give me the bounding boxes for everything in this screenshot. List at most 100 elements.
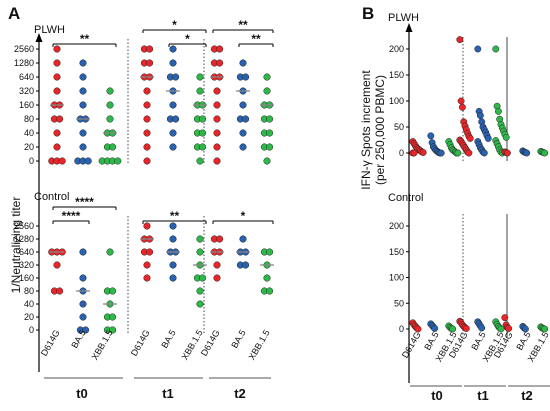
b-plwh-point-xbb15 — [502, 133, 510, 141]
a-control-point-xbb15 — [106, 248, 114, 256]
a-plwh-ytick-label: 320 — [19, 86, 34, 96]
b-xtick-label: BA.5 — [514, 330, 532, 352]
a-plwh-point-ba5 — [242, 115, 250, 123]
a-xtick-label: XBB.1.5 — [90, 328, 115, 362]
a-plwh-point-d614g — [58, 157, 66, 165]
a-control-point-d614g — [213, 261, 221, 269]
a-plwh-point-xbb15 — [196, 87, 204, 95]
a-plwh-point-d614g — [53, 73, 61, 81]
a-plwh-point-ba5 — [242, 73, 250, 81]
b-plwh-point-ba5 — [476, 112, 484, 120]
b-plwh-point-d614g — [503, 149, 511, 157]
a-plwh-point-d614g — [53, 129, 61, 137]
a-plwh-point-d614g — [143, 157, 151, 165]
b-control-point-d614g — [505, 325, 513, 332]
a-plwh-sig-label: * — [172, 18, 177, 32]
a-plwh-ytick-label: 20 — [24, 142, 34, 152]
a-plwh-point-d614g — [56, 115, 64, 123]
a-plwh-ytick-label: 1280 — [14, 58, 34, 68]
b-plwh-point-d614g — [466, 134, 474, 142]
a-plwh-point-xbb15 — [199, 129, 207, 137]
a-plwh-point-ba5 — [172, 73, 180, 81]
a-plwh-point-d614g — [53, 143, 61, 151]
a-control-point-xbb15 — [109, 326, 117, 334]
a-plwh-point-xbb15 — [263, 87, 271, 95]
a-plwh-point-d614g — [213, 143, 221, 151]
a-control-point-ba5 — [169, 274, 177, 282]
a-control-point-ba5 — [82, 326, 90, 334]
b-plwh-point-d614g — [410, 149, 418, 157]
b-timepoint-label: t1 — [477, 388, 489, 403]
a-control-point-xbb15 — [196, 235, 204, 243]
a-plwh-point-ba5 — [79, 73, 87, 81]
a-plwh-ytick-label: 40 — [24, 128, 34, 138]
a-plwh-point-d614g — [146, 45, 154, 53]
b-plwh-point-xbb15 — [494, 107, 502, 115]
a-control-point-xbb15 — [263, 274, 271, 282]
a-plwh-point-ba5 — [169, 59, 177, 67]
a-timepoint-label: t0 — [76, 386, 88, 401]
a-control-point-xbb15 — [109, 287, 117, 295]
panel-a-letter: A — [8, 4, 20, 23]
panel-a-group-plwh: PLWH — [34, 24, 65, 36]
b-plwh-point-ba5 — [437, 149, 445, 157]
a-control-point-d614g — [216, 235, 224, 243]
a-plwh-ytick-label: 80 — [24, 114, 34, 124]
a-control-point-d614g — [143, 222, 151, 230]
a-timepoint-label: t1 — [162, 386, 174, 401]
a-timepoint-label: t2 — [234, 386, 246, 401]
a-control-point-ba5 — [169, 235, 177, 243]
b-plwh-point-ba5 — [474, 45, 482, 53]
panel-a-ylabel: 1/Neutralizing titer — [9, 197, 23, 294]
a-plwh-point-ba5 — [79, 143, 87, 151]
a-plwh-ytick-label: 640 — [19, 72, 34, 82]
a-plwh-sig-label: ** — [251, 32, 261, 46]
a-plwh-point-d614g — [213, 87, 221, 95]
b-plwh-ytick-label: 50 — [394, 122, 404, 132]
a-control-point-ba5 — [79, 300, 87, 308]
a-plwh-point-ba5 — [239, 101, 247, 109]
b-control-point-ba5 — [431, 325, 439, 332]
a-plwh-point-d614g — [143, 101, 151, 109]
a-control-point-ba5 — [79, 274, 87, 282]
a-control-ytick-label: 20 — [24, 312, 34, 322]
a-control-point-ba5 — [169, 261, 177, 269]
a-control-point-ba5 — [79, 248, 87, 256]
b-plwh-ytick-label: 150 — [389, 70, 404, 80]
figure-static-layer: A B PLWH Control PLWH Control 1/Neutrali… — [8, 4, 423, 383]
a-plwh-point-d614g — [213, 101, 221, 109]
a-plwh-ytick-label: 2560 — [14, 44, 34, 54]
a-control-point-ba5 — [239, 235, 247, 243]
a-plwh-point-ba5 — [239, 143, 247, 151]
a-control-ytick-label: 1280 — [14, 234, 34, 244]
panel-b-group-plwh: PLWH — [388, 12, 419, 24]
a-control-point-xbb15 — [196, 300, 204, 308]
a-plwh-sig-label: ** — [238, 18, 248, 32]
a-control-point-xbb15 — [266, 287, 274, 295]
panel-b-letter: B — [362, 4, 374, 23]
a-plwh-point-ba5 — [169, 45, 177, 53]
b-xtick-label: D614G — [400, 330, 423, 360]
panel-b-ylabel-line2: (per 250,000 PBMC) — [373, 75, 387, 185]
a-plwh-point-ba5 — [79, 101, 87, 109]
a-plwh-point-d614g — [53, 87, 61, 95]
a-plwh-sig-label: ** — [80, 32, 90, 46]
b-timepoint-label: t2 — [521, 388, 533, 403]
b-plwh-point-xbb15 — [454, 149, 462, 157]
a-plwh-point-d614g — [213, 115, 221, 123]
b-control-point-d614g — [501, 314, 509, 322]
a-control-point-xbb15 — [109, 313, 117, 321]
a-control-sig-label: ** — [170, 209, 180, 223]
b-control-ytick-label: 150 — [389, 247, 404, 257]
a-plwh-point-xbb15 — [196, 73, 204, 81]
a-control-sig-label: * — [241, 209, 246, 223]
a-control-point-xbb15 — [196, 248, 204, 256]
b-xtick-label: BA.5 — [469, 330, 487, 352]
a-plwh-point-xbb15 — [199, 143, 207, 151]
a-plwh-ytick-label: 160 — [19, 100, 34, 110]
b-control-ytick-label: 0 — [399, 324, 404, 334]
a-control-ytick-label: 40 — [24, 299, 34, 309]
a-plwh-point-xbb15 — [109, 143, 117, 151]
a-plwh-sig-label: * — [185, 32, 190, 46]
